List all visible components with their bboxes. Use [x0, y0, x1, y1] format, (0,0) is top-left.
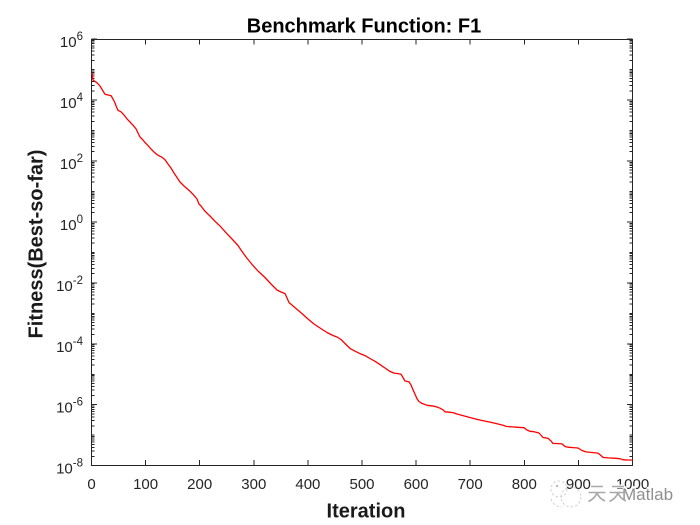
svg-text:500: 500 [349, 476, 374, 493]
svg-text:0: 0 [87, 476, 95, 493]
svg-text:Benchmark Function: F1: Benchmark Function: F1 [247, 16, 481, 38]
svg-text:300: 300 [241, 476, 266, 493]
svg-text:Matlab: Matlab [622, 484, 673, 503]
svg-text:900: 900 [566, 476, 591, 493]
svg-text:700: 700 [458, 476, 483, 493]
svg-text:600: 600 [404, 476, 429, 493]
svg-text:Matlab: Matlab [622, 485, 673, 504]
svg-text:1000: 1000 [616, 476, 649, 493]
svg-text:Iteration: Iteration [327, 501, 406, 523]
svg-text:200: 200 [187, 476, 212, 493]
svg-text:Fitness(Best-so-far): Fitness(Best-so-far) [26, 150, 48, 339]
svg-text:800: 800 [512, 476, 537, 493]
svg-text:400: 400 [295, 476, 320, 493]
svg-text:100: 100 [133, 476, 158, 493]
